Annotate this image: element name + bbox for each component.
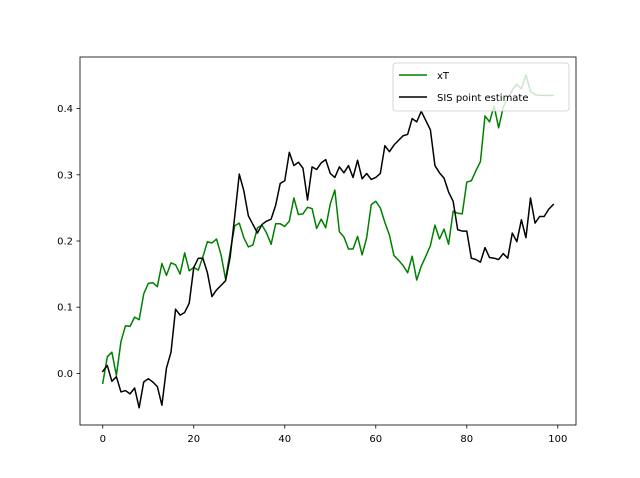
x-axis-ticks: 0 20 40 60 80 100 [100, 425, 567, 445]
y-tick-label: 0.3 [57, 170, 73, 181]
x-tick-label: 40 [278, 434, 291, 445]
x-tick-label: 20 [187, 434, 200, 445]
y-axis-ticks: 0.0 0.1 0.2 0.3 0.4 [57, 104, 80, 380]
legend: xT SIS point estimate [392, 62, 570, 112]
legend-label-sis: SIS point estimate [437, 93, 529, 104]
series-layer [101, 74, 555, 409]
y-tick-label: 0.4 [57, 104, 73, 115]
legend-label-xT: xT [437, 71, 450, 82]
x-tick-label: 100 [548, 434, 567, 445]
series-line-sis-point-estimate [101, 110, 555, 409]
x-tick-label: 0 [100, 434, 106, 445]
x-tick-label: 60 [369, 434, 382, 445]
x-tick-label: 80 [460, 434, 473, 445]
plot-frame [79, 56, 577, 426]
series-line-xT [101, 74, 554, 385]
y-tick-label: 0.0 [57, 369, 73, 380]
legend-box [392, 62, 570, 112]
y-tick-label: 0.1 [57, 303, 73, 314]
plot-area [80, 57, 576, 425]
y-tick-label: 0.2 [57, 237, 73, 248]
